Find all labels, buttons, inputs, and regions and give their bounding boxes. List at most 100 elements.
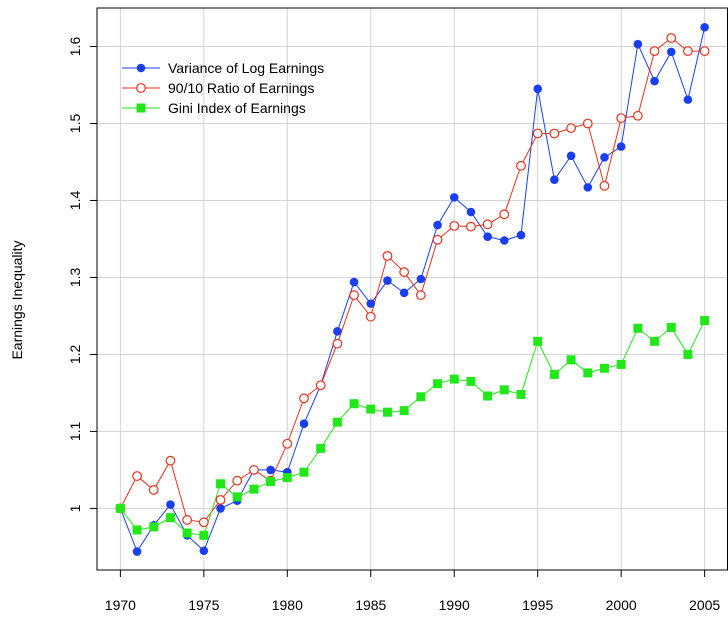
data-point <box>299 393 309 404</box>
data-point <box>415 290 426 301</box>
data-point <box>533 336 543 346</box>
data-point <box>299 419 309 429</box>
data-point <box>399 288 409 298</box>
data-point <box>198 517 209 528</box>
data-point <box>650 336 660 346</box>
x-tick-label: 1980 <box>272 597 303 613</box>
x-tick-label: 2005 <box>689 597 720 613</box>
data-point <box>616 113 627 123</box>
data-point <box>466 221 476 232</box>
data-point <box>583 368 593 378</box>
data-point <box>349 290 359 301</box>
data-point <box>382 250 393 261</box>
x-tick-label: 1990 <box>439 597 470 613</box>
data-point <box>549 369 559 379</box>
legend-label: Gini Index of Earnings <box>168 100 306 116</box>
data-point <box>632 110 643 121</box>
data-point <box>500 236 509 245</box>
x-tick-label: 2000 <box>606 597 637 613</box>
data-point <box>282 473 292 483</box>
data-point <box>582 118 593 129</box>
data-point <box>433 220 442 230</box>
data-point <box>299 467 309 477</box>
data-point <box>215 495 226 505</box>
y-tick-label: 1.4 <box>67 191 83 211</box>
data-point <box>199 530 209 540</box>
data-point <box>516 230 526 240</box>
data-point <box>182 528 192 538</box>
series-line <box>119 320 706 536</box>
y-tick-label: 1 <box>67 504 83 512</box>
data-point <box>232 492 242 502</box>
data-point <box>182 515 193 525</box>
data-point <box>550 175 559 184</box>
data-point <box>566 355 576 365</box>
data-point <box>583 183 593 192</box>
data-point <box>366 404 376 414</box>
data-point <box>599 363 609 373</box>
legend-label: Variance of Log Earnings <box>168 60 324 76</box>
data-point <box>266 465 275 475</box>
data-point <box>349 277 359 287</box>
data-point <box>633 323 643 333</box>
data-point <box>266 476 276 486</box>
data-point <box>633 39 643 49</box>
data-point <box>165 455 176 466</box>
data-point <box>499 385 509 395</box>
data-point <box>315 380 326 391</box>
data-point <box>616 142 626 151</box>
data-point <box>332 417 342 427</box>
data-point <box>499 209 510 220</box>
data-point <box>599 180 610 191</box>
y-tick-label: 1.2 <box>67 344 83 364</box>
data-point <box>666 322 676 332</box>
legend-marker <box>136 63 146 73</box>
data-point <box>600 153 609 162</box>
data-point <box>449 374 459 384</box>
data-point <box>650 76 659 86</box>
data-point <box>666 47 676 57</box>
data-point <box>249 465 259 475</box>
data-point <box>683 349 693 359</box>
data-point <box>466 207 476 217</box>
legend-marker <box>136 83 146 93</box>
data-point <box>115 503 125 513</box>
y-tick-label: 1.6 <box>67 37 83 57</box>
data-point <box>132 471 142 481</box>
data-point <box>532 128 543 139</box>
data-point <box>332 338 343 349</box>
y-tick-label: 1.3 <box>67 268 83 288</box>
data-point <box>700 22 709 32</box>
data-point <box>700 316 710 326</box>
x-tick-label: 1985 <box>355 597 386 613</box>
data-point <box>366 299 376 308</box>
x-tick-label: 1975 <box>188 597 219 613</box>
data-point <box>333 327 342 336</box>
data-point <box>216 504 225 513</box>
legend-label: 90/10 Ratio of Earnings <box>168 80 314 96</box>
data-point <box>566 123 576 133</box>
y-axis-label: Earnings Inequality <box>9 240 25 359</box>
data-point <box>199 546 209 556</box>
data-point <box>683 95 693 104</box>
data-point <box>516 160 526 171</box>
data-point <box>149 522 159 532</box>
data-point <box>616 359 626 369</box>
data-point <box>649 46 660 57</box>
data-point <box>466 376 476 386</box>
data-point <box>516 389 526 399</box>
data-point <box>666 33 677 43</box>
data-point <box>433 379 443 389</box>
data-point <box>566 151 576 161</box>
data-point <box>232 475 243 486</box>
data-point <box>483 232 492 241</box>
data-point <box>148 485 159 495</box>
data-point <box>383 276 392 285</box>
data-point <box>349 399 359 409</box>
data-point <box>282 438 293 449</box>
y-tick-label: 1.1 <box>67 421 83 441</box>
data-point <box>249 484 259 494</box>
data-point <box>399 267 410 277</box>
data-point <box>449 193 459 202</box>
data-point <box>416 392 426 402</box>
